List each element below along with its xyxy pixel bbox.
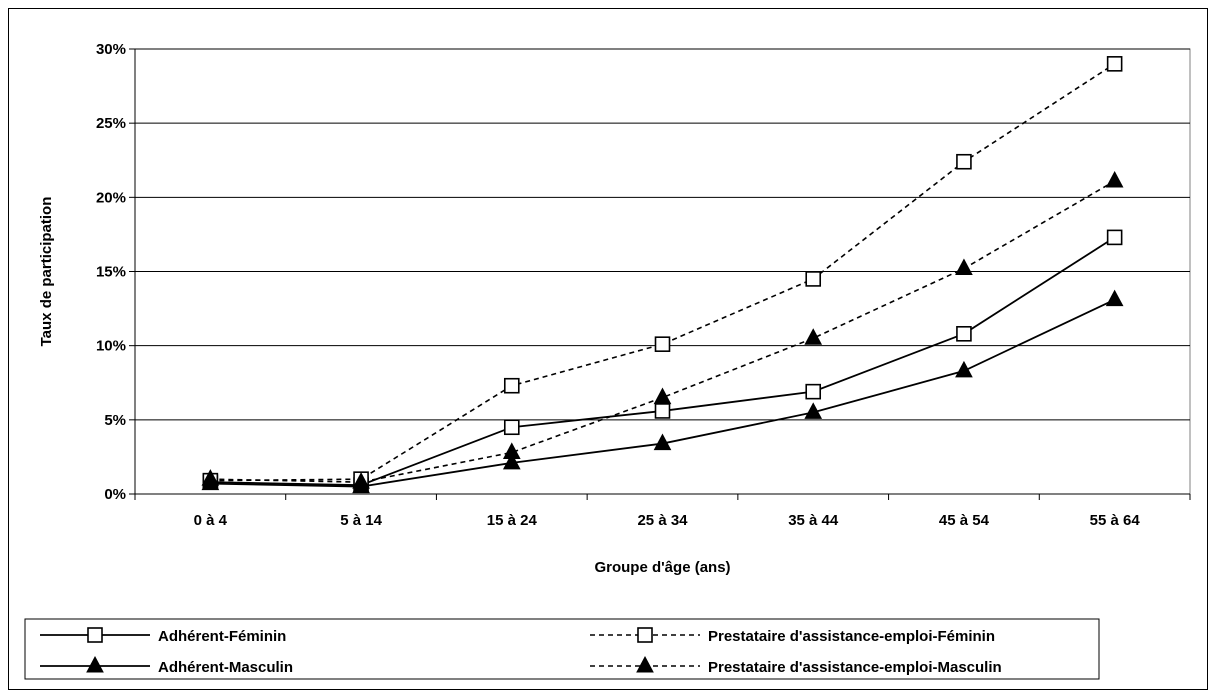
data-point-series-2 bbox=[955, 360, 973, 378]
x-tick-label: 0 à 4 bbox=[194, 512, 228, 529]
data-point-series-3 bbox=[352, 472, 370, 489]
x-tick-label: 45 à 54 bbox=[939, 512, 990, 529]
data-point-series-2 bbox=[804, 402, 823, 419]
data-point-series-3 bbox=[804, 328, 823, 345]
data-point-series-0 bbox=[654, 403, 671, 419]
legend-marker-2 bbox=[86, 655, 104, 673]
data-point-series-3 bbox=[653, 387, 672, 405]
chart-frame bbox=[8, 8, 1208, 690]
legend-label-3: Prestataire d'assistance-emploi-Masculin bbox=[708, 659, 1002, 676]
x-axis-title: Groupe d'âge (ans) bbox=[594, 559, 730, 576]
data-point-series-1 bbox=[1106, 56, 1123, 72]
data-point-series-0 bbox=[956, 325, 972, 342]
legend-label-2: Adhérent-Masculin bbox=[158, 659, 293, 676]
data-point-series-3 bbox=[502, 442, 521, 459]
x-tick-label: 15 à 24 bbox=[487, 512, 538, 529]
legend-label-0: Adhérent-Féminin bbox=[158, 628, 286, 645]
x-tick-label: 5 à 14 bbox=[340, 512, 382, 529]
data-point-series-2 bbox=[653, 433, 672, 451]
legend-marker-0 bbox=[87, 627, 103, 643]
data-point-series-3 bbox=[201, 469, 220, 486]
y-tick-label: 15% bbox=[96, 264, 126, 281]
data-point-series-0 bbox=[503, 419, 520, 436]
y-tick-label: 30% bbox=[96, 41, 126, 58]
y-tick-label: 5% bbox=[104, 412, 126, 429]
data-point-series-3 bbox=[1105, 170, 1124, 188]
x-tick-label: 25 à 34 bbox=[637, 512, 688, 529]
legend-label-1: Prestataire d'assistance-emploi-Féminin bbox=[708, 628, 995, 645]
x-tick-label: 35 à 44 bbox=[788, 512, 839, 529]
y-tick-label: 20% bbox=[96, 189, 126, 206]
data-point-series-3 bbox=[955, 258, 973, 276]
y-tick-label: 10% bbox=[96, 338, 126, 355]
data-point-series-0 bbox=[805, 383, 822, 400]
data-point-series-1 bbox=[654, 336, 671, 352]
data-point-series-1 bbox=[956, 153, 972, 170]
y-tick-label: 0% bbox=[104, 486, 126, 503]
data-point-series-1 bbox=[805, 271, 822, 287]
x-tick-label: 55 à 64 bbox=[1090, 512, 1141, 529]
data-point-series-0 bbox=[1106, 229, 1123, 246]
legend-marker-1 bbox=[637, 627, 653, 643]
data-point-series-2 bbox=[1105, 289, 1124, 307]
legend-box bbox=[24, 618, 1100, 680]
y-tick-label: 25% bbox=[96, 115, 126, 132]
legend-marker-3 bbox=[636, 655, 654, 673]
data-point-series-2 bbox=[502, 452, 521, 470]
data-point-series-1 bbox=[503, 377, 520, 394]
y-axis-title: Taux de participation bbox=[38, 197, 55, 347]
